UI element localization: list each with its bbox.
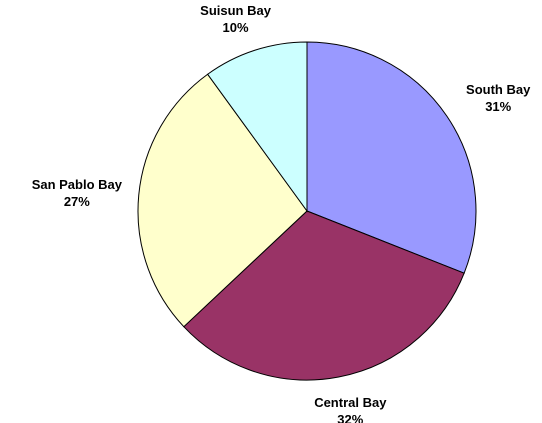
- pie-slice: [306, 41, 477, 274]
- slice-value-label: 31%: [485, 99, 511, 114]
- slice-label: South Bay: [466, 82, 531, 97]
- slice-label: Suisun Bay: [200, 3, 272, 18]
- slice-label: San Pablo Bay: [32, 177, 123, 192]
- slice-value-label: 10%: [223, 20, 249, 35]
- pie-slice: [137, 73, 308, 328]
- slice-label: Central Bay: [314, 395, 387, 410]
- pie-slice: [183, 210, 465, 381]
- pie-slice: [206, 41, 308, 213]
- slice-value-label: 32%: [337, 412, 363, 423]
- slice-value-label: 27%: [64, 194, 90, 209]
